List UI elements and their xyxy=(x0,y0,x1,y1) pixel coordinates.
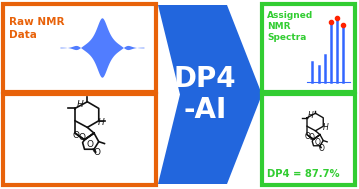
Text: Raw NMR
Data: Raw NMR Data xyxy=(9,17,65,40)
Polygon shape xyxy=(158,5,262,184)
Text: O: O xyxy=(86,140,93,149)
FancyBboxPatch shape xyxy=(262,94,355,185)
Text: DP4
-AI: DP4 -AI xyxy=(174,65,236,124)
Text: H: H xyxy=(76,100,83,109)
Text: H: H xyxy=(98,118,105,127)
Text: O: O xyxy=(93,148,101,157)
Text: O: O xyxy=(309,133,315,142)
Polygon shape xyxy=(60,18,144,50)
Text: O: O xyxy=(305,132,311,141)
Text: DP4 = 87.7%: DP4 = 87.7% xyxy=(267,169,340,179)
FancyBboxPatch shape xyxy=(262,4,355,92)
Text: O: O xyxy=(314,138,320,147)
FancyBboxPatch shape xyxy=(3,4,156,92)
Text: O: O xyxy=(79,133,86,142)
Text: O: O xyxy=(319,143,325,153)
Text: Assigned
NMR
Spectra: Assigned NMR Spectra xyxy=(267,11,313,43)
FancyBboxPatch shape xyxy=(3,94,156,185)
Text: H: H xyxy=(307,111,313,120)
Text: O: O xyxy=(73,131,80,140)
Text: H: H xyxy=(322,123,328,132)
Polygon shape xyxy=(60,46,144,78)
